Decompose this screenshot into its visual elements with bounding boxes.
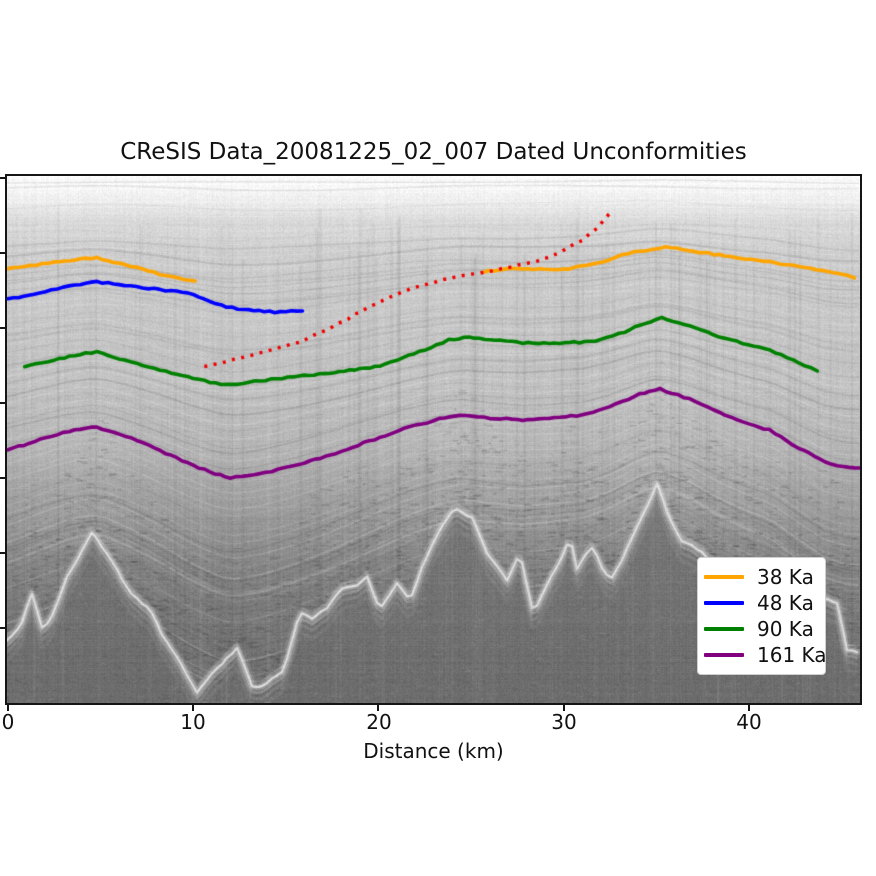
legend-row: 48 Ka — [704, 591, 819, 615]
x-tick-label: 40 — [736, 710, 762, 734]
x-tick-label: 20 — [366, 710, 392, 734]
legend-row: 161 Ka — [704, 643, 827, 667]
x-tick-label: 10 — [180, 710, 206, 734]
x-tick-mark — [377, 705, 380, 711]
y-tick-mark — [0, 402, 7, 404]
legend-label: 90 Ka — [757, 617, 814, 641]
legend-label: 161 Ka — [757, 643, 827, 667]
y-tick-mark — [0, 627, 7, 629]
y-tick-mark — [0, 552, 7, 554]
x-tick-label: 0 — [1, 710, 15, 734]
x-tick-label: 30 — [551, 710, 577, 734]
x-tick-mark — [7, 705, 9, 711]
legend-label: 48 Ka — [757, 591, 814, 615]
y-tick-mark — [0, 327, 7, 329]
legend-row: 38 Ka — [704, 565, 819, 589]
y-tick-mark — [0, 252, 7, 254]
legend-swatch — [704, 627, 744, 631]
legend-swatch — [704, 575, 744, 579]
legend-swatch — [704, 601, 744, 605]
legend-label: 38 Ka — [757, 565, 814, 589]
legend-row: 90 Ka — [704, 617, 819, 641]
plot-area — [5, 174, 862, 705]
x-tick-mark — [192, 705, 195, 711]
x-axis-label: Distance (km) — [363, 739, 504, 763]
legend-swatch — [704, 653, 744, 657]
legend: 38 Ka 48 Ka 90 Ka 161 Ka — [697, 557, 827, 675]
x-tick-mark — [747, 705, 750, 711]
y-tick-mark — [0, 177, 7, 179]
y-tick-mark — [0, 477, 7, 479]
chart-title: CReSIS Data_20081225_02_007 Dated Unconf… — [120, 139, 747, 165]
x-tick-mark — [562, 705, 565, 711]
